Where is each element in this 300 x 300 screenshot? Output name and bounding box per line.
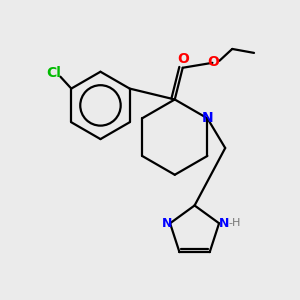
Text: O: O bbox=[208, 55, 219, 69]
Text: N: N bbox=[162, 217, 172, 230]
Text: -H: -H bbox=[229, 218, 241, 228]
Text: N: N bbox=[202, 111, 213, 125]
Text: O: O bbox=[177, 52, 189, 66]
Text: Cl: Cl bbox=[46, 66, 61, 80]
Text: N: N bbox=[219, 217, 229, 230]
